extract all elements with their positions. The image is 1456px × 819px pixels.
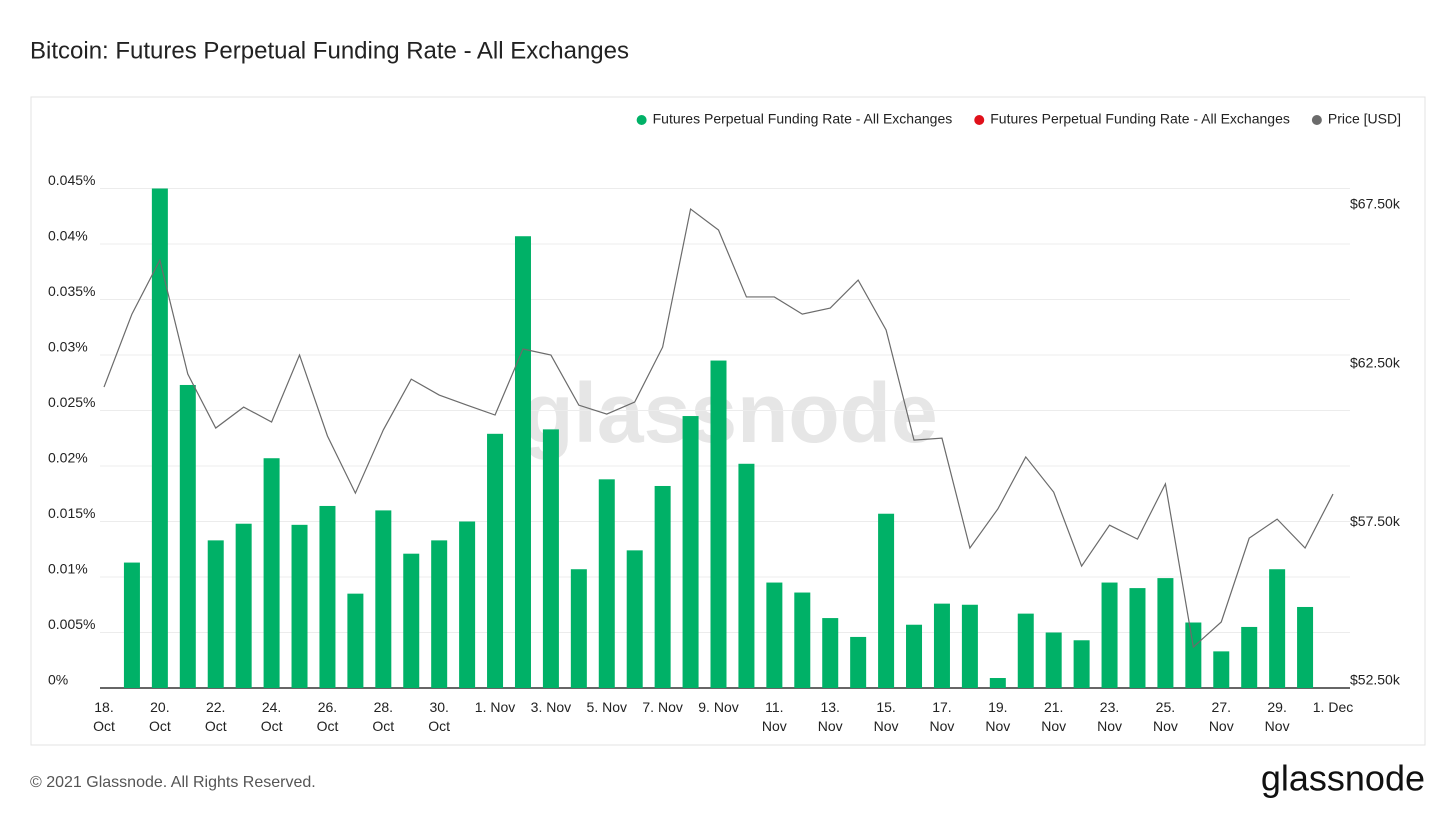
bar [906,624,923,688]
y2-tick-label: $52.50k [1350,672,1401,688]
x-tick-label: 19. Nov [985,699,1011,734]
copyright: © 2021 Glassnode. All Rights Reserved. [30,774,316,791]
bar [207,540,224,688]
bar [179,384,196,688]
x-tick-label: 26. Oct [316,699,339,734]
bar [738,463,755,688]
x-tick-label: 17. Nov [929,699,955,734]
bar [1297,606,1314,688]
bar [1073,640,1090,688]
bar [822,618,839,688]
bar [263,458,280,688]
bar [850,636,867,688]
x-tick-label: 27. Nov [1208,699,1234,734]
bar [291,524,308,688]
bar [933,603,950,688]
bar [794,592,811,688]
bar [514,236,531,689]
y-tick-label: 0.025% [48,394,95,410]
x-tick-label: 22. Oct [204,699,227,734]
y2-tick-label: $57.50k [1350,513,1401,529]
bar [1269,569,1286,688]
x-tick-label: 25. Nov [1152,699,1178,734]
legend-swatch [1311,115,1322,125]
bar [961,604,978,688]
x-tick-label: 3. Nov [530,699,572,715]
bar [1185,622,1202,688]
y-tick-label: 0.02% [48,450,88,466]
bar [1241,626,1258,688]
bar [570,569,587,688]
bar [654,485,671,688]
x-tick-label: 13. Nov [817,699,843,734]
bar [766,582,783,688]
x-tick-label: 5. Nov [586,699,627,715]
bar [487,433,504,688]
chart-frame [30,96,1426,746]
x-tick-label: 28. Oct [372,699,395,734]
x-tick-label: 7. Nov [642,699,683,715]
bar [1213,651,1230,688]
x-tick-label: 15. Nov [873,699,899,734]
x-tick-label: 9. Nov [698,699,739,715]
bar [347,593,364,688]
price-line [103,207,1334,649]
bar [682,416,699,688]
x-tick-label: 24. Oct [260,699,283,734]
bar [431,540,448,688]
bar [878,513,895,688]
bar [1101,582,1118,688]
y-tick-label: 0% [48,672,68,688]
bar [710,360,727,688]
bar [1045,632,1062,688]
y2-tick-label: $67.50k [1350,196,1401,212]
legend-label: Price [USD] [1328,111,1401,127]
x-tick-label: 1. Nov [474,699,516,715]
y2-tick-label: $62.50k [1350,354,1401,370]
legend-swatch [636,115,647,125]
bar [626,550,643,688]
x-tick-label: 18. Oct [93,699,115,734]
bar [542,429,559,688]
x-tick-label: 1. Dec [1312,699,1354,715]
bar [459,521,476,688]
bar [403,553,420,688]
bar [1129,588,1146,688]
bar [375,510,392,688]
bar [1017,613,1034,688]
y-tick-label: 0.03% [48,339,88,355]
bar [151,188,168,688]
bar [989,678,1006,688]
legend-label: Futures Perpetual Funding Rate - All Exc… [990,111,1290,127]
x-tick-label: 29. Nov [1264,699,1290,734]
x-tick-label: 23. Nov [1097,699,1122,734]
bar [319,505,336,688]
y-tick-label: 0.045% [48,172,95,188]
chart-title: Bitcoin: Futures Perpetual Funding Rate … [30,37,629,64]
bar [235,523,252,688]
x-tick-label: 30. Oct [428,699,451,734]
x-tick-label: 20. Oct [148,699,171,734]
y-tick-label: 0.04% [48,228,88,244]
y-tick-label: 0.035% [48,283,95,299]
bar [1157,578,1174,688]
legend-label: Futures Perpetual Funding Rate - All Exc… [653,111,953,127]
bar [123,562,140,688]
y-tick-label: 0.015% [48,505,95,521]
brand-logo: glassnode [1261,758,1425,799]
x-tick-label: 21. Nov [1041,699,1067,734]
y-tick-label: 0.01% [48,561,88,577]
x-tick-label: 11. Nov [761,699,787,734]
legend-swatch [974,115,985,125]
watermark: glassnode [522,366,937,460]
bar [598,479,615,688]
y-tick-label: 0.005% [48,616,95,632]
